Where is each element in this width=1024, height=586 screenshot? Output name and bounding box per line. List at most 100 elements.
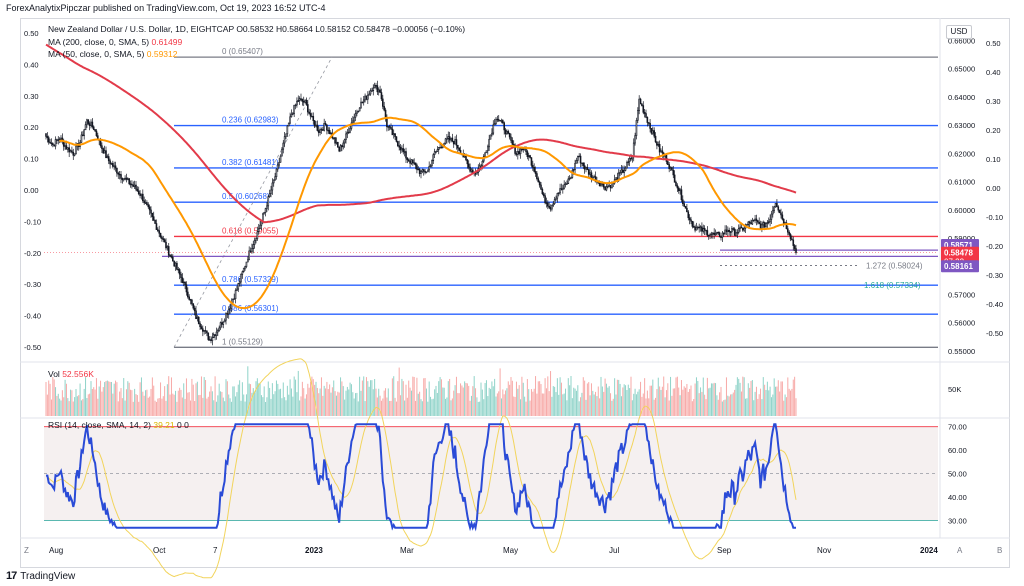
volume-bar	[173, 394, 175, 416]
candle-body	[247, 259, 249, 263]
candle-body	[521, 148, 523, 151]
candle-body	[178, 269, 181, 275]
candle-body	[206, 330, 208, 334]
volume-bar	[717, 399, 719, 416]
volume-bar	[781, 381, 783, 416]
volume-bar	[349, 382, 351, 416]
volume-bar	[676, 376, 678, 416]
volume-bar	[612, 398, 614, 416]
candle-body	[253, 240, 256, 245]
volume-bar	[172, 393, 174, 416]
volume-bar	[195, 383, 197, 416]
candle-body	[339, 145, 342, 152]
volume-bar	[649, 385, 651, 416]
volume-bar	[749, 387, 751, 416]
tradingview-logo[interactable]: 17 TradingView	[6, 568, 75, 584]
volume-bar	[683, 386, 685, 416]
candle-body	[470, 169, 473, 172]
volume-bar	[168, 376, 170, 416]
candle-body	[289, 116, 291, 124]
candle-body	[185, 284, 188, 293]
candle-body	[782, 218, 785, 224]
volume-bar	[558, 394, 560, 416]
volume-bar	[61, 390, 63, 416]
volume-bar	[762, 377, 764, 416]
volume-bar	[406, 397, 408, 416]
ma50-legend[interactable]: MA (50, close, 0, SMA, 5) 0.59312	[48, 49, 177, 59]
volume-bar	[185, 378, 187, 416]
volume-bar	[109, 381, 111, 416]
volume-bar	[655, 397, 657, 416]
candle-body	[755, 218, 758, 221]
candle-body	[410, 159, 413, 164]
candle-body	[262, 213, 264, 221]
candle-body	[643, 112, 646, 114]
candle-body	[167, 246, 170, 256]
chart-frame	[20, 18, 1010, 568]
candle-body	[425, 171, 428, 173]
candle-body	[368, 93, 370, 96]
volume-bar	[548, 391, 550, 416]
volume-bar	[236, 392, 238, 416]
candle-body	[698, 226, 700, 229]
volume-bar	[447, 381, 449, 416]
volume-bar	[670, 376, 672, 416]
candle-body	[654, 135, 657, 143]
candle-body	[765, 223, 767, 228]
volume-bar	[209, 391, 211, 416]
volume-bar	[206, 398, 208, 416]
volume-bar	[476, 397, 478, 416]
volume-bar	[74, 397, 76, 416]
volume-bar	[375, 388, 377, 416]
auto-scale-button[interactable]: A	[957, 546, 963, 555]
candle-body	[271, 182, 274, 191]
candle-body	[174, 262, 177, 267]
volume-bar	[333, 380, 335, 416]
volume-bar	[751, 380, 753, 416]
candle-body	[691, 220, 694, 227]
zoom-button[interactable]: Z	[24, 546, 29, 555]
candle-body	[394, 133, 396, 138]
candle-body	[129, 183, 132, 185]
candle-body	[457, 144, 459, 149]
candle-body	[720, 236, 722, 238]
volume-bar	[400, 395, 402, 416]
volume-bar	[419, 391, 421, 416]
volume-bar	[544, 378, 546, 416]
symbol-ohlc-legend[interactable]: New Zealand Dollar / U.S. Dollar, 1D, EI…	[48, 24, 466, 34]
ma200-legend[interactable]: MA (200, close, 0, SMA, 5) 0.61499	[48, 37, 182, 47]
volume-bar	[90, 381, 92, 416]
volume-legend[interactable]: Vol 52.556K	[48, 369, 94, 379]
volume-bar	[783, 400, 785, 416]
volume-bar	[496, 393, 498, 416]
candle-body	[57, 139, 60, 141]
candle-body	[493, 123, 496, 126]
candle-body	[754, 218, 756, 221]
candle-body	[560, 188, 563, 190]
volume-bar	[495, 396, 497, 416]
volume-bar	[772, 394, 774, 416]
volume-bar	[661, 386, 663, 416]
volume-bar	[540, 384, 542, 416]
rsi-extra: 0 0	[177, 420, 189, 430]
volume-bar	[288, 394, 290, 416]
volume-bar	[761, 399, 763, 416]
candle-body	[503, 122, 505, 131]
currency-button[interactable]: USD	[946, 25, 972, 39]
log-scale-button[interactable]: B	[997, 546, 1003, 555]
candle-body	[487, 146, 489, 152]
candle-body	[598, 182, 601, 187]
volume-bar	[143, 395, 145, 416]
volume-bar	[131, 390, 133, 416]
candle-body	[562, 187, 564, 190]
candle-body	[162, 238, 165, 240]
volume-bar	[380, 400, 382, 416]
volume-bar	[72, 401, 74, 416]
left-percent-tick: -0.10	[24, 217, 41, 226]
rsi-legend[interactable]: RSI (14, close, SMA, 14, 2) 39.21 0 0	[48, 420, 189, 430]
volume-bar	[502, 389, 504, 416]
candle-body	[259, 224, 261, 230]
volume-bar	[202, 397, 204, 416]
volume-bar	[713, 382, 715, 416]
